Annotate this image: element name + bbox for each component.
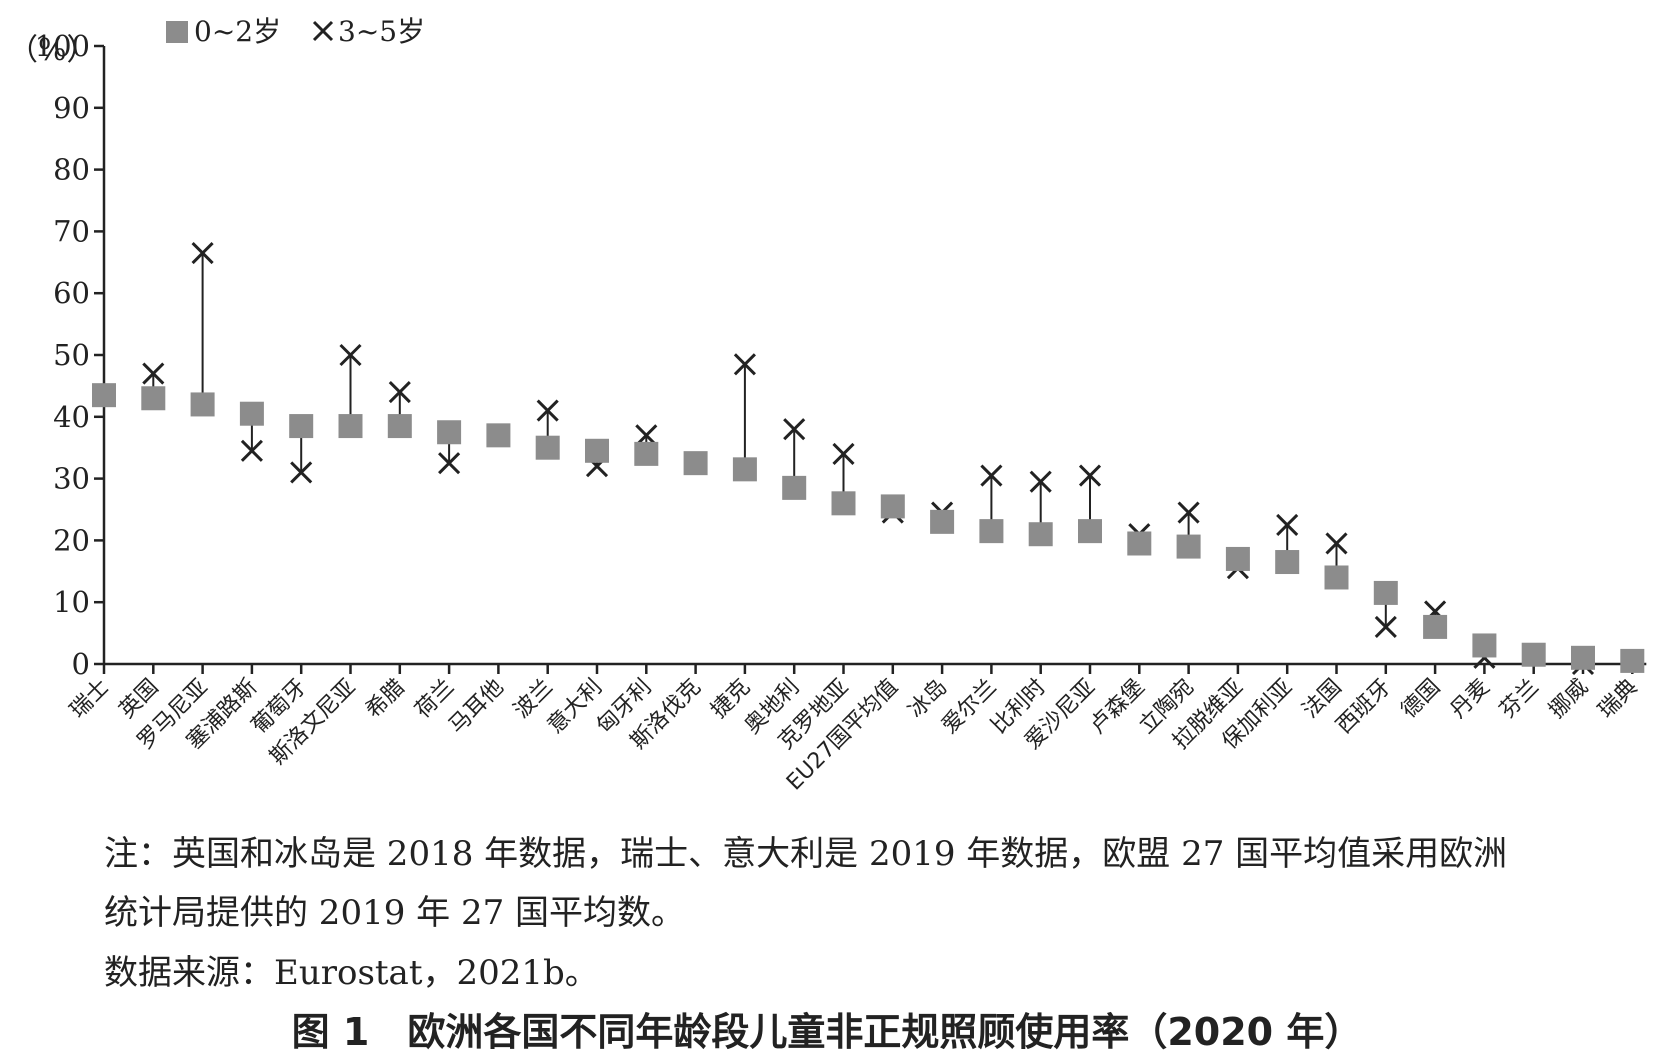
x-marker — [1078, 464, 1102, 487]
square-marker — [338, 414, 363, 439]
y-axis-label: （%） — [8, 33, 97, 68]
x-marker — [240, 439, 263, 462]
x-marker — [438, 452, 461, 475]
x-tick-label: 希腊 — [361, 675, 410, 724]
y-tick-label: 70 — [53, 214, 90, 248]
square-marker — [1225, 546, 1250, 571]
square-marker — [1127, 531, 1152, 556]
square-marker — [1620, 648, 1645, 673]
legend-label: 3~5岁 — [338, 15, 425, 48]
x-tick-label: 爱尔兰 — [937, 675, 1001, 739]
legend-item-3-5: 3~5岁 — [312, 15, 425, 48]
x-tick-label: 卢森堡 — [1085, 675, 1149, 739]
y-tick-label: 20 — [53, 523, 90, 557]
legend-x-icon — [312, 20, 334, 42]
square-marker — [1423, 614, 1448, 639]
x-marker — [1374, 615, 1397, 638]
x-marker — [1177, 501, 1200, 524]
x-tick-labels: 瑞士 英国罗马尼亚塞浦路斯葡萄牙斯洛文尼亚 希腊 荷兰马耳他 波兰意大利匈牙利斯洛伐克捷… — [65, 675, 1642, 796]
square-marker — [190, 392, 215, 417]
note-line-2: 统计局提供的 2019 年 27 国平均数。 — [104, 893, 686, 933]
y-tick-label: 60 — [53, 276, 90, 310]
axes: 0 10 20 30 40 50 60 70 80 90 100 — [35, 29, 1647, 681]
square-marker — [486, 423, 511, 448]
data-marks — [92, 241, 1645, 676]
y-tick-label: 30 — [53, 462, 90, 496]
square-marker — [1078, 519, 1102, 544]
square-marker — [585, 438, 609, 463]
square-marker — [437, 420, 462, 445]
square-marker — [387, 414, 412, 439]
y-tick-label: 80 — [53, 153, 90, 187]
square-marker — [535, 435, 560, 460]
square-marker — [1521, 642, 1546, 667]
square-marker — [1571, 645, 1595, 670]
x-marker — [783, 418, 806, 441]
x-marker — [1029, 470, 1052, 493]
x-tick-label: 芬兰 — [1495, 675, 1544, 724]
x-marker — [142, 362, 165, 385]
square-marker — [1176, 534, 1201, 559]
square-marker — [732, 457, 757, 482]
x-marker — [290, 461, 313, 484]
legend: 0~2岁 3~5岁 — [166, 15, 425, 48]
x-marker — [191, 241, 214, 265]
x-marker — [832, 442, 855, 465]
square-marker — [239, 401, 264, 426]
square-marker — [683, 451, 708, 476]
legend-item-0-2: 0~2岁 — [166, 15, 281, 48]
square-marker — [1324, 565, 1349, 590]
x-tick-label: 意大利 — [543, 675, 607, 739]
x-marker — [388, 381, 411, 404]
chart: 0 10 20 30 40 50 60 70 80 90 100 瑞士 英国罗马尼亚塞浦路斯葡萄牙斯洛… — [35, 15, 1647, 796]
connector-lines — [152, 253, 1486, 658]
data-source: 数据来源：Eurostat，2021b。 — [104, 953, 599, 993]
y-tick-label: 100 — [35, 29, 90, 63]
square-marker — [92, 383, 116, 408]
x-tick-label: 丹麦 — [1446, 675, 1495, 724]
square-marker — [1275, 550, 1300, 575]
x-marker — [980, 464, 1003, 487]
legend-square-icon — [166, 21, 188, 43]
y-tick-label: 90 — [53, 91, 90, 125]
square-marker — [1028, 522, 1053, 547]
x-tick-label: 挪威 — [1544, 675, 1593, 724]
square-marker — [930, 509, 955, 534]
square-marker — [289, 414, 314, 439]
square-marker — [141, 386, 166, 411]
x-tick-label: 瑞典 — [1594, 675, 1643, 724]
x-marker — [339, 343, 362, 367]
x-marker — [536, 399, 559, 422]
square-marker — [880, 494, 905, 519]
x-tick-label: 瑞士 — [65, 675, 114, 724]
x-tick-label: 西班牙 — [1332, 675, 1396, 739]
square-marker — [979, 519, 1004, 544]
y-tick-label: 10 — [53, 585, 90, 619]
y-tick-label: 0 — [72, 647, 90, 681]
y-tick-label: 40 — [53, 400, 90, 434]
legend-label: 0~2岁 — [194, 15, 281, 48]
note-line-1: 注：英国和冰岛是 2018 年数据，瑞士、意大利是 2019 年数据，欧盟 27… — [104, 834, 1508, 874]
y-tick-label: 50 — [53, 338, 90, 372]
x-tick-label: 马耳他 — [444, 675, 508, 739]
x-tick-label: 德国 — [1397, 675, 1446, 724]
figure-caption: 图 1 欧洲各国不同年龄段儿童非正规照顾使用率（2020 年） — [291, 1010, 1363, 1054]
x-marker — [1325, 532, 1348, 555]
square-marker — [1472, 633, 1497, 658]
x-marker — [1276, 513, 1299, 537]
square-marker — [782, 475, 807, 500]
square-marker — [831, 491, 856, 516]
square-marker — [1373, 580, 1398, 605]
square-marker — [634, 441, 659, 466]
x-marker — [733, 353, 756, 376]
